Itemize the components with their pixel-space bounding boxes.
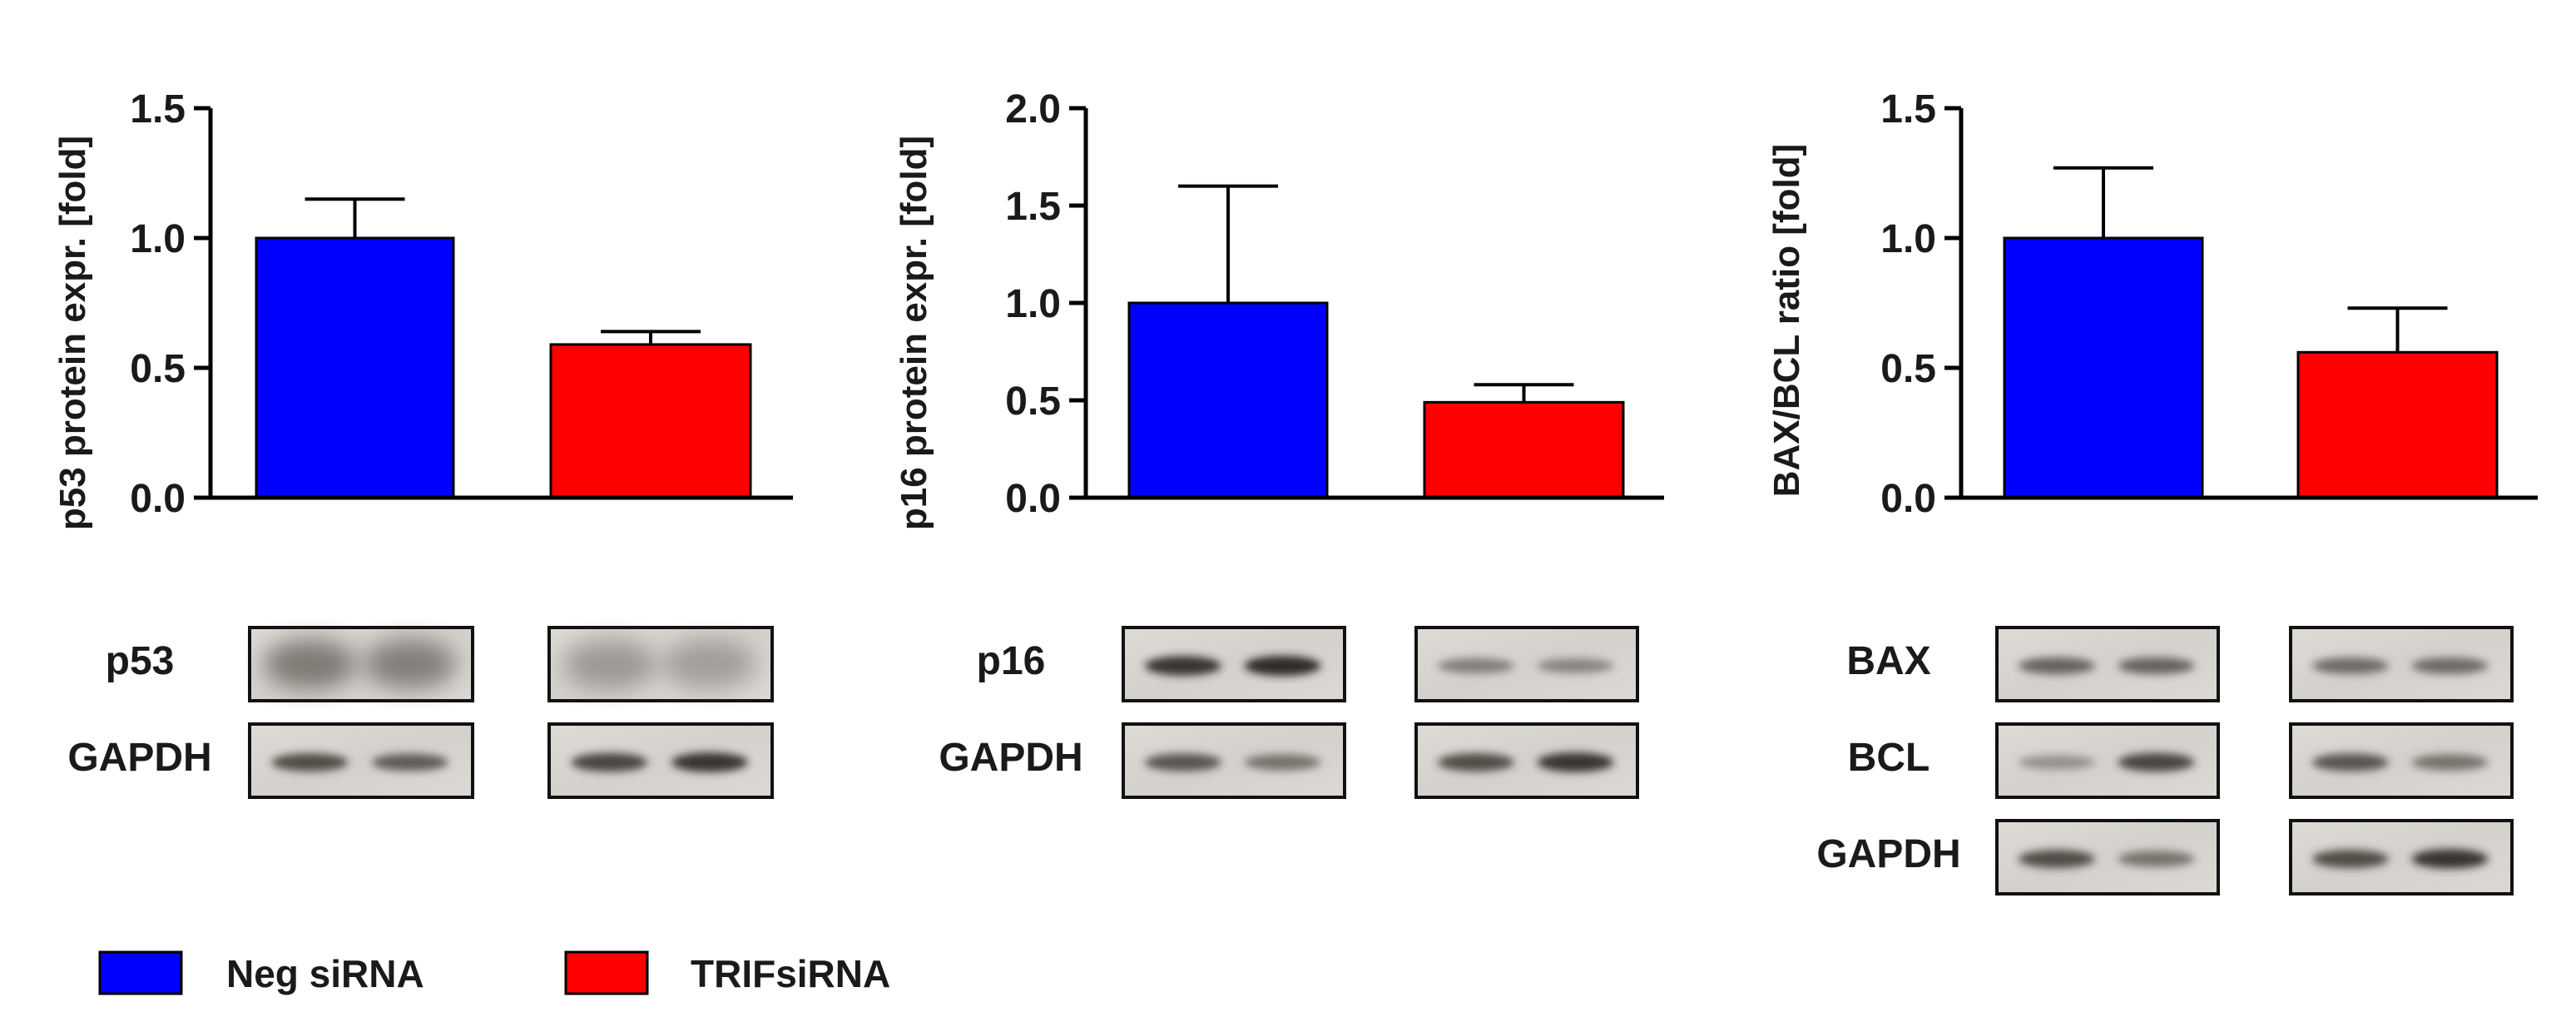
protein-band <box>363 639 457 689</box>
protein-band <box>562 639 656 689</box>
blots-layer: p53 GAPDH p16 GAPDH BAX BCL GAPDH <box>67 626 2514 895</box>
blot-strip <box>248 626 474 702</box>
y-tick-label: 0.5 <box>1005 380 1061 424</box>
y-tick-label: 0.5 <box>130 347 186 391</box>
blot-strip <box>248 722 474 799</box>
blot-strip <box>547 722 774 799</box>
blot-strip <box>1995 626 2220 702</box>
blot-strip <box>1995 819 2220 895</box>
protein-band <box>1537 752 1614 772</box>
blot-strip <box>1122 722 1346 799</box>
y-tick-label: 0.0 <box>1880 477 1936 521</box>
blot-label: GAPDH <box>1816 832 1960 876</box>
bar-neg-sirna <box>2003 236 2204 499</box>
blot-label: BAX <box>1846 639 1930 683</box>
blot-strip <box>1414 722 1639 799</box>
protein-band <box>1244 656 1321 676</box>
blot-strip <box>1414 626 1639 702</box>
y-tick-label: 1.5 <box>130 87 186 131</box>
y-tick-label: 2.0 <box>1005 87 1061 131</box>
protein-band <box>1144 753 1221 771</box>
blot-strip <box>2289 626 2514 702</box>
protein-band <box>1144 656 1221 676</box>
protein-band <box>2311 657 2389 674</box>
protein-band <box>1437 657 1514 674</box>
protein-band <box>1244 754 1321 771</box>
blot-label: p16 <box>977 639 1046 683</box>
protein-band <box>2411 657 2489 674</box>
protein-band <box>2118 851 2195 867</box>
protein-band <box>271 753 349 771</box>
bar-trif-sirna <box>549 343 752 499</box>
y-tick-label: 1.5 <box>1005 185 1061 229</box>
blot-panel-1: p53 GAPDH <box>67 626 774 799</box>
legend-swatch-neg-sirna <box>98 950 183 995</box>
y-tick-label: 1.0 <box>130 217 186 261</box>
y-tick-label: 0.5 <box>1880 347 1936 391</box>
protein-band <box>2311 850 2389 868</box>
bar-neg-sirna <box>255 236 455 499</box>
blot-panel-2: p16 GAPDH <box>939 626 1639 799</box>
legend-swatch-trif-sirna <box>564 950 649 995</box>
y-axis-label: BAX/BCL ratio [fold] <box>1766 144 1807 498</box>
protein-band <box>2411 849 2489 869</box>
protein-band <box>263 639 357 689</box>
protein-band <box>2311 753 2389 771</box>
y-axis-label: p16 protein expr. [fold] <box>894 136 934 530</box>
chart-1: 0.0 0.5 1.0 1.5 p53 protein expr. [fold] <box>52 87 793 530</box>
blot-strip <box>1122 626 1346 702</box>
legend-label: Neg siRNA <box>226 952 424 995</box>
y-tick-label: 1.0 <box>1880 217 1936 261</box>
bar-neg-sirna <box>1127 301 1329 499</box>
blot-panel-3: BAX BCL GAPDH <box>1816 626 2514 895</box>
chart-3: 0.0 0.5 1.0 1.5 BAX/BCL ratio [fold] <box>1766 87 2538 521</box>
blot-label: p53 <box>106 639 175 683</box>
protein-band <box>671 752 748 772</box>
blot-strip <box>1995 722 2220 799</box>
bar-trif-sirna <box>1423 400 1625 499</box>
protein-band <box>2118 752 2195 772</box>
y-tick-label: 1.0 <box>1005 282 1061 326</box>
chart-2: 0.0 0.5 1.0 1.5 2.0 p16 protein expr. [fold] <box>894 87 1664 530</box>
y-tick-label: 0.0 <box>130 477 186 521</box>
blot-strip <box>2289 819 2514 895</box>
protein-band <box>2018 850 2095 868</box>
y-axis-label: p53 protein expr. [fold] <box>52 136 93 530</box>
protein-band <box>1537 658 1614 673</box>
blot-strip <box>2289 722 2514 799</box>
protein-band <box>2118 657 2195 675</box>
y-tick-label: 1.5 <box>1880 87 1936 131</box>
legend-label: TRIFsiRNA <box>691 952 890 995</box>
protein-band <box>2018 755 2095 770</box>
y-tick-label: 0.0 <box>1005 477 1061 521</box>
blot-label: GAPDH <box>939 736 1082 780</box>
blot-label: GAPDH <box>67 736 211 780</box>
protein-band <box>571 752 648 772</box>
blot-strip <box>547 626 774 702</box>
legend: Neg siRNA TRIFsiRNA <box>98 950 890 995</box>
protein-band <box>1437 753 1514 771</box>
blot-label: BCL <box>1848 736 1930 780</box>
protein-band <box>2018 657 2095 675</box>
bar-trif-sirna <box>2296 350 2499 499</box>
protein-band <box>662 639 756 689</box>
protein-band <box>2411 754 2489 771</box>
protein-band <box>371 753 448 771</box>
